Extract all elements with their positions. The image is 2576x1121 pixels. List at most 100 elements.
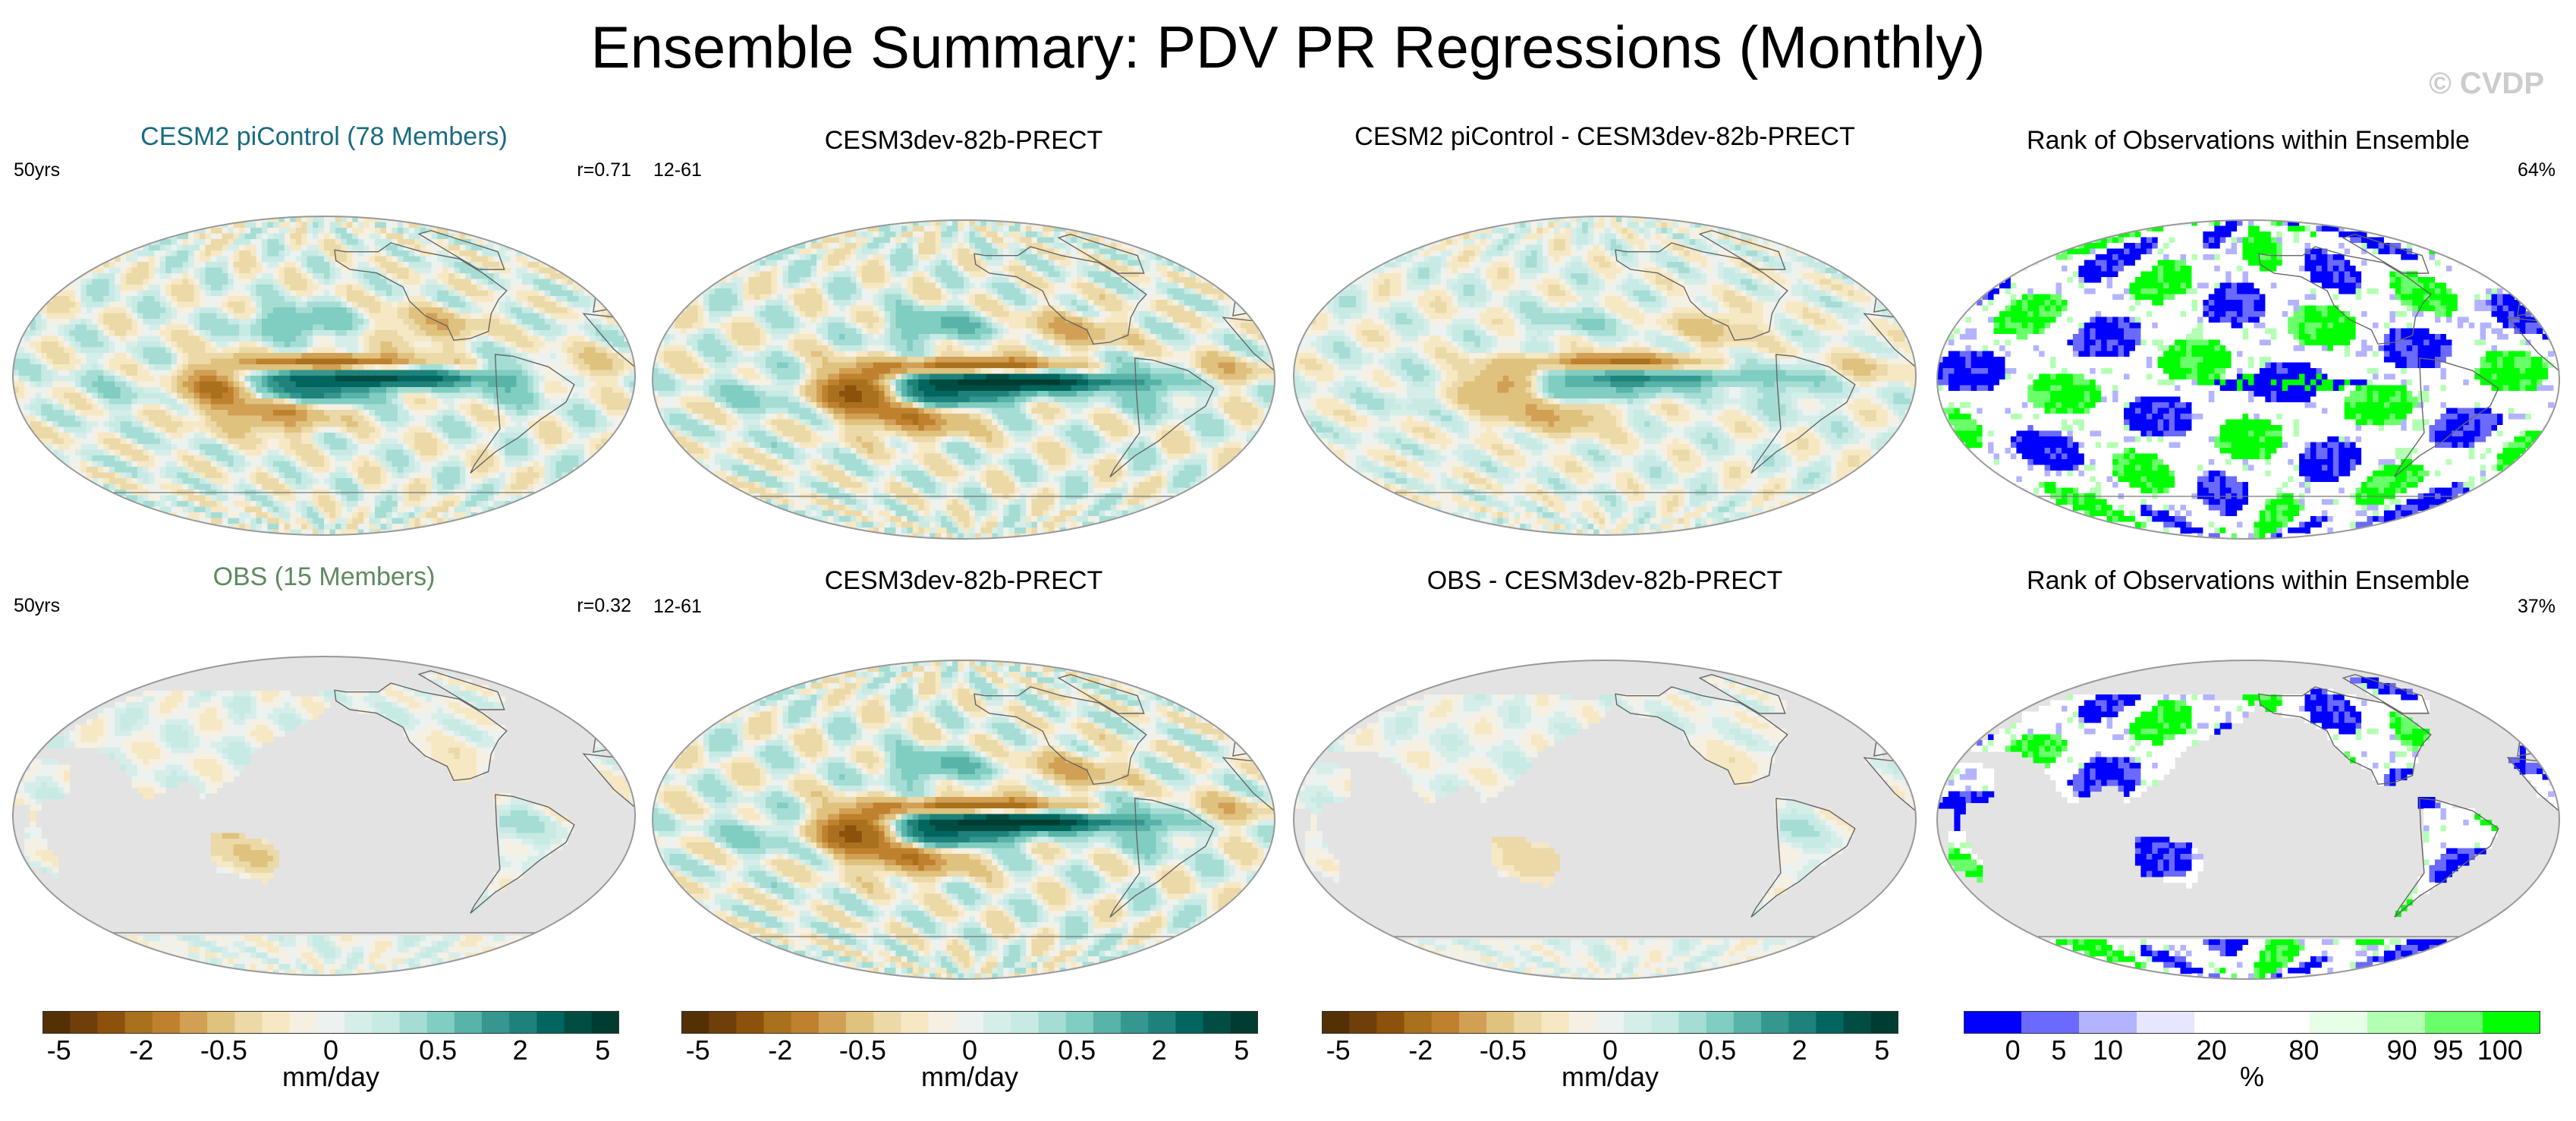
map-cell — [606, 410, 613, 417]
map-cell — [414, 262, 421, 269]
map-cell — [177, 353, 184, 360]
map-cell — [86, 324, 93, 331]
map-cell — [86, 404, 93, 411]
map-cell — [216, 506, 223, 513]
map-cell — [499, 483, 506, 490]
map-cell — [346, 524, 353, 531]
map-cell — [493, 324, 500, 331]
map-cell — [182, 364, 189, 371]
map-cell — [284, 319, 291, 326]
map-cell — [488, 433, 495, 439]
map-cell — [448, 296, 455, 303]
map-cell — [171, 387, 178, 394]
map-cell — [414, 239, 421, 246]
map-cell — [357, 319, 364, 326]
map-cell — [392, 404, 398, 411]
map-cell — [470, 444, 477, 451]
map-cell — [239, 364, 246, 371]
map-cell — [278, 335, 285, 342]
map-cell — [250, 392, 257, 399]
map-cell — [448, 319, 455, 326]
map-cell — [233, 467, 240, 474]
map-cell — [357, 285, 364, 291]
map-cell — [143, 449, 149, 456]
map-cell — [177, 455, 184, 462]
map-cell — [567, 290, 574, 297]
map-cell — [250, 222, 257, 228]
map-cell — [171, 438, 178, 445]
map-cell — [216, 319, 223, 326]
map-cell — [216, 262, 223, 269]
map-cell — [86, 353, 93, 360]
map-cell — [499, 364, 506, 371]
map-cell — [363, 285, 370, 291]
map-cell — [244, 319, 251, 326]
map-cell — [313, 370, 319, 376]
map-cell — [131, 353, 138, 360]
map-cell — [301, 290, 308, 297]
map-cell — [895, 237, 902, 244]
map-cell — [426, 239, 432, 246]
map-cell — [590, 313, 596, 320]
map-cell — [97, 478, 104, 485]
map-cell — [137, 472, 144, 479]
map-cell — [431, 483, 438, 490]
map-cell — [363, 449, 370, 456]
map-cell — [431, 398, 438, 405]
map-cell — [335, 421, 341, 428]
map-cell — [414, 233, 421, 240]
map-cell — [573, 353, 580, 360]
map-cell — [341, 228, 348, 235]
map-cell — [126, 296, 133, 303]
map-cell — [177, 495, 184, 502]
map-cell — [205, 483, 212, 490]
map-cell — [256, 501, 263, 508]
map-cell — [193, 433, 200, 439]
map-cell — [459, 376, 466, 383]
map-cell — [131, 313, 138, 320]
map-cell — [437, 387, 444, 394]
map-cell — [465, 353, 472, 360]
map-cell — [392, 324, 398, 331]
map-cell — [816, 237, 823, 244]
map-cell — [171, 285, 178, 291]
map-cell — [233, 506, 240, 513]
map-cell — [284, 421, 291, 428]
map-cell — [256, 267, 263, 274]
map-cell — [24, 381, 30, 388]
map-cell — [822, 237, 829, 244]
map-cell — [1026, 225, 1033, 232]
map-cell — [618, 404, 624, 411]
map-cell — [267, 404, 274, 411]
map-cell — [583, 319, 590, 326]
map-cell — [58, 353, 64, 360]
map-cell — [250, 301, 257, 308]
map-cell — [493, 461, 500, 468]
map-cell — [35, 330, 42, 337]
map-cell — [126, 273, 133, 280]
map-cell — [442, 250, 449, 257]
map-cell — [182, 296, 189, 303]
map-cell — [477, 483, 483, 490]
map-cell — [459, 421, 466, 428]
map-cell — [222, 313, 228, 320]
map-cell — [205, 285, 212, 291]
map-cell — [210, 461, 217, 468]
map-cell — [188, 438, 195, 445]
map-cell — [408, 222, 415, 228]
map-cell — [35, 347, 42, 354]
map-cell — [386, 410, 393, 417]
map-cell — [561, 301, 568, 308]
map-cell — [346, 512, 353, 519]
map-cell — [521, 427, 528, 433]
map-cell — [250, 319, 257, 326]
map-cell — [550, 273, 557, 280]
map-cell — [24, 415, 30, 422]
map-cell — [115, 342, 121, 348]
map-cell — [550, 433, 557, 439]
map-cell — [550, 353, 557, 360]
map-cell — [295, 495, 302, 502]
map-cell — [527, 285, 534, 291]
map-cell — [946, 237, 953, 244]
map-cell — [363, 410, 370, 417]
